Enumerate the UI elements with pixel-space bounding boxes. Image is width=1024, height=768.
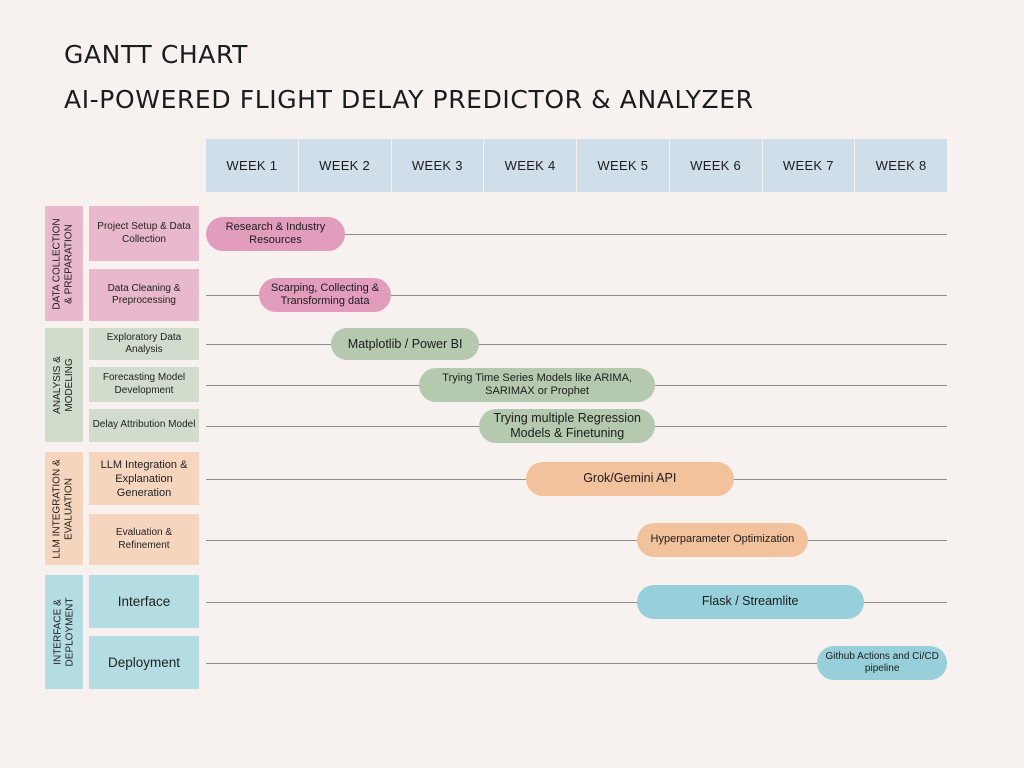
group-label: INTERFACE & DEPLOYMENT — [45, 575, 83, 689]
group-label: DATA COLLECTION & PREPARATION — [45, 206, 83, 321]
row-gridline — [206, 295, 947, 296]
week-header: WEEK 1 WEEK 2 WEEK 3 WEEK 4 WEEK 5 WEEK … — [206, 139, 947, 192]
task-bar: Flask / Streamlite — [636, 584, 864, 619]
task-label: Deployment — [89, 636, 199, 689]
task-bar: Trying Time Series Models like ARIMA, SA… — [419, 367, 656, 402]
week-header-cell: WEEK 7 — [762, 139, 856, 192]
week-header-cell: WEEK 5 — [577, 139, 670, 192]
week-header-cell: WEEK 4 — [484, 139, 577, 192]
week-header-cell: WEEK 6 — [669, 139, 763, 192]
task-bar: Grok/Gemini API — [525, 461, 734, 496]
task-label: Delay Attribution Model — [89, 409, 199, 442]
chart-subtitle: AI-POWERED FLIGHT DELAY PREDICTOR & ANAL… — [64, 85, 754, 114]
task-bar: Research & Industry Resources — [206, 216, 345, 251]
task-label: Exploratory Data Analysis — [89, 328, 199, 360]
row-gridline — [206, 663, 947, 664]
group-label-text: ANALYSIS & MODELING — [52, 356, 75, 414]
task-bar: Trying multiple Regression Models & Fine… — [479, 408, 656, 443]
row-gridline — [206, 540, 947, 541]
task-bar: Github Actions and Ci/CD pipeline — [817, 645, 947, 680]
row-gridline — [206, 344, 947, 345]
row-gridline — [206, 234, 947, 235]
task-label: Data Cleaning & Preprocessing — [89, 269, 199, 321]
task-label: Forecasting Model Development — [89, 367, 199, 402]
week-header-cell: WEEK 8 — [855, 139, 947, 192]
group-label-text: DATA COLLECTION & PREPARATION — [52, 217, 76, 310]
group-label-text: LLM INTEGRATION & EVALUATION — [52, 458, 75, 559]
row-gridline — [206, 602, 947, 603]
group-label: ANALYSIS & MODELING — [45, 328, 83, 442]
task-bar: Hyperparameter Optimization — [636, 522, 809, 557]
task-label: Evaluation & Refinement — [89, 514, 199, 565]
week-header-cell: WEEK 1 — [206, 139, 299, 192]
group-label-text: INTERFACE & DEPLOYMENT — [52, 597, 75, 667]
task-label: Project Setup & Data Collection — [89, 206, 199, 261]
task-bar: Matplotlib / Power BI — [331, 328, 480, 360]
group-label: LLM INTEGRATION & EVALUATION — [45, 452, 83, 565]
week-header-cell: WEEK 3 — [391, 139, 485, 192]
week-header-cell: WEEK 2 — [298, 139, 392, 192]
chart-title: GANTT CHART — [64, 40, 249, 69]
task-label: Interface — [89, 575, 199, 628]
task-label: LLM Integration & Explanation Generation — [89, 452, 199, 505]
task-bar: Scarping, Collecting & Transforming data — [258, 278, 392, 312]
